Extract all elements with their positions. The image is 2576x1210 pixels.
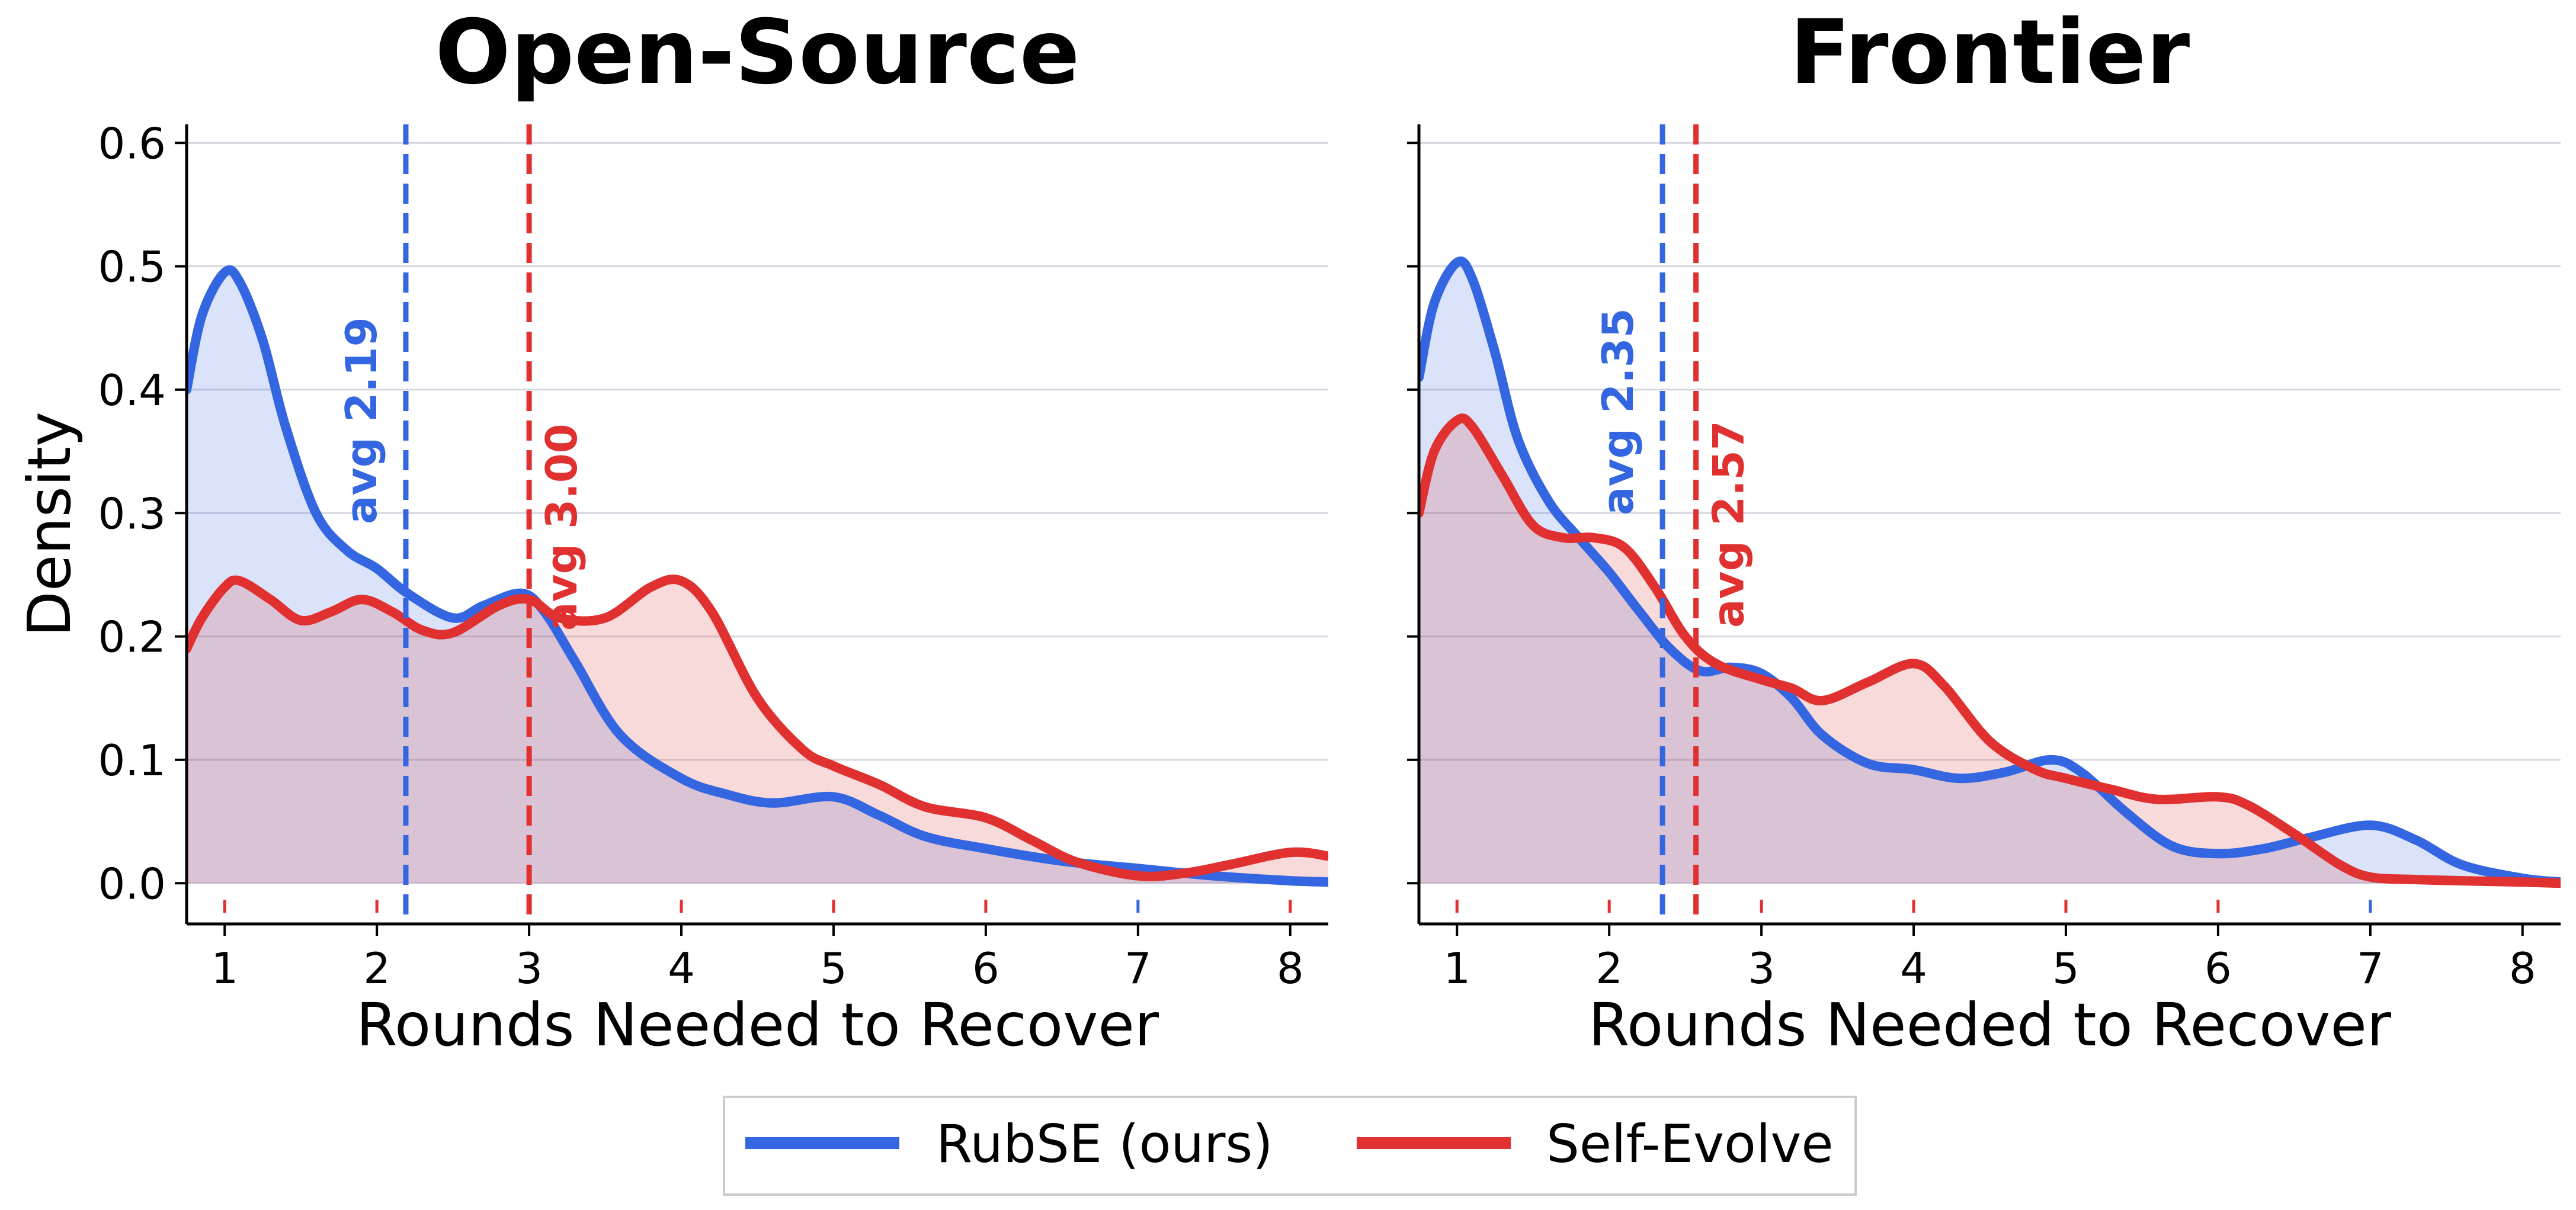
x-tick-label: 6 (972, 943, 999, 993)
chart-panel-1: Open-Source 0.0 0.1 0.2 0.3 0.4 0.5 0.6 avg 2.19… (15, 1, 1328, 1060)
panel-title: Frontier (1790, 1, 2190, 104)
series-line (1419, 413, 2561, 888)
gridlines (1419, 142, 2561, 884)
series-fill (1419, 261, 2561, 884)
x-tick-label: 7 (1124, 943, 1152, 993)
x-tick-label: 6 (2205, 943, 2232, 993)
x-tick-label: 8 (1277, 943, 1304, 993)
x-tick-label: 3 (515, 943, 543, 993)
legend-frame (723, 1096, 1857, 1196)
x-tick-label: 5 (820, 943, 847, 993)
x-tick-label: 7 (2357, 943, 2384, 993)
plot-area (1419, 256, 2561, 888)
legend-label-self-evolve: Self-Evolve (1546, 1113, 1834, 1174)
series-line (187, 574, 1328, 881)
avg-label: avg 2.57 (1704, 421, 1754, 628)
chart-panels: Open-Source 0.0 0.1 0.2 0.3 0.4 0.5 0.6 avg 2.19… (15, 1, 2561, 1060)
y-tick-label: 0.0 (98, 859, 166, 909)
legend-label-rubse: RubSE (ours) (936, 1113, 1273, 1174)
y-tick-label: 0.4 (98, 365, 166, 415)
x-axis-label: Rounds Needed to Recover (1588, 990, 2392, 1060)
x-tick-label: 4 (668, 943, 695, 993)
series-line (1419, 256, 2561, 887)
y-tick-label: 0.1 (98, 736, 166, 785)
x-tick-label: 2 (1595, 943, 1623, 993)
x-tick-label: 3 (1748, 943, 1775, 993)
chart-panel-2: Frontier avg 2.35 avg 2.57 1 2 3 4 5 6 7 8 Rounds N… (1407, 1, 2561, 1060)
x-tick-label: 4 (1900, 943, 1927, 993)
x-tick-label: 1 (1443, 943, 1470, 993)
x-tick-label: 2 (363, 943, 390, 993)
panel-title: Open-Source (435, 1, 1079, 104)
y-tick-label: 0.5 (98, 242, 166, 292)
plot-area (187, 265, 1328, 887)
series-fill (187, 269, 1328, 884)
chart-legend: RubSE (ours) Self-Evolve (723, 1096, 1857, 1196)
y-tick-label: 0.6 (98, 118, 166, 168)
avg-label: avg 3.00 (537, 423, 587, 631)
y-tick-label: 0.3 (98, 489, 166, 538)
avg-label: avg 2.35 (1593, 308, 1643, 515)
y-tick-label: 0.2 (98, 612, 166, 662)
gridlines (187, 142, 1328, 884)
x-tick-label: 5 (2052, 943, 2080, 993)
x-tick-label: 1 (211, 943, 238, 993)
series-fill (1419, 418, 2561, 884)
x-axis-label: Rounds Needed to Recover (356, 990, 1159, 1060)
x-tick-label: 8 (2509, 943, 2536, 993)
avg-label: avg 2.19 (337, 317, 386, 524)
series-fill (187, 579, 1328, 884)
series-line (187, 265, 1328, 887)
y-axis-label: Density (15, 412, 84, 637)
